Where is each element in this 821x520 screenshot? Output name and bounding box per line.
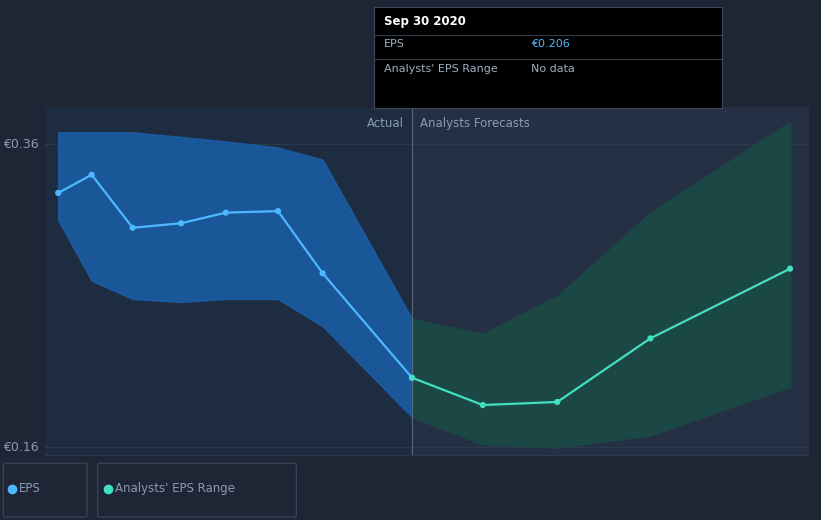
Point bbox=[406, 373, 419, 382]
Text: EPS: EPS bbox=[19, 483, 40, 496]
Text: Sep 30 2020: Sep 30 2020 bbox=[384, 15, 466, 28]
Text: €0.16: €0.16 bbox=[3, 441, 39, 454]
Point bbox=[126, 224, 140, 232]
Point bbox=[783, 265, 796, 273]
Text: Analysts' EPS Range: Analysts' EPS Range bbox=[384, 63, 498, 73]
Point bbox=[551, 398, 564, 406]
Point bbox=[52, 189, 65, 197]
Point bbox=[85, 171, 99, 179]
Point bbox=[476, 401, 489, 409]
Text: €0.36: €0.36 bbox=[3, 138, 39, 151]
Text: Actual: Actual bbox=[367, 117, 405, 130]
Point bbox=[219, 209, 232, 217]
FancyBboxPatch shape bbox=[98, 463, 296, 517]
FancyBboxPatch shape bbox=[3, 463, 87, 517]
Point bbox=[272, 207, 285, 215]
Text: €0.206: €0.206 bbox=[530, 39, 569, 49]
Point bbox=[406, 373, 419, 382]
Text: No data: No data bbox=[530, 63, 575, 73]
Point bbox=[644, 334, 657, 343]
Text: EPS: EPS bbox=[384, 39, 405, 49]
Point bbox=[316, 269, 329, 277]
Point bbox=[175, 219, 188, 227]
Text: Analysts Forecasts: Analysts Forecasts bbox=[420, 117, 530, 130]
Text: Analysts' EPS Range: Analysts' EPS Range bbox=[115, 483, 235, 496]
Bar bbox=[45, 107, 412, 455]
